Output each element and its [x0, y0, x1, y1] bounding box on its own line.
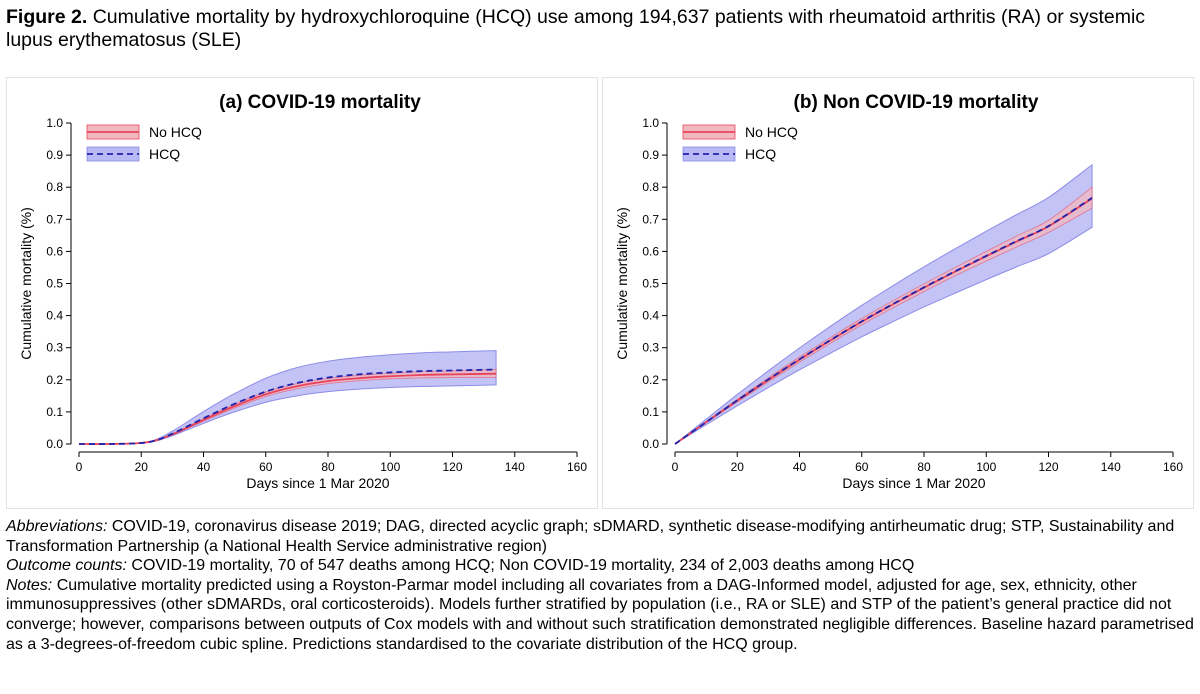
y-tick-label: 0.8: [46, 180, 63, 194]
x-tick-label: 120: [442, 460, 462, 474]
x-tick-label: 40: [793, 460, 807, 474]
x-tick-label: 100: [380, 460, 400, 474]
x-axis-label: Days since 1 Mar 2020: [842, 475, 985, 491]
y-tick-label: 0.8: [642, 180, 659, 194]
no-hcq-ci-band: [78, 369, 497, 445]
y-tick-label: 0.3: [642, 341, 659, 355]
x-tick-label: 160: [1163, 460, 1183, 474]
y-tick-label: 1.0: [642, 116, 659, 130]
y-tick-label: 0.0: [642, 437, 659, 451]
x-tick-label: 20: [135, 460, 149, 474]
x-tick-label: 100: [976, 460, 996, 474]
chart-covid-mortality: (a) COVID-19 mortality 0.0 0.1 0.2 0.3 0.4 0.5…: [18, 92, 587, 491]
y-tick-label: 0.0: [46, 437, 63, 451]
y-tick-label: 0.4: [46, 309, 63, 323]
notes-text: Cumulative mortality predicted using a R…: [6, 576, 1194, 653]
legend-label-hcq: HCQ: [149, 146, 180, 162]
x-tick-label: 40: [197, 460, 211, 474]
abbreviations-label: Abbreviations:: [6, 518, 108, 535]
outcome-counts-note: Outcome counts: COVID-19 mortality, 70 o…: [6, 556, 1194, 576]
x-axis-label: Days since 1 Mar 2020: [246, 475, 389, 491]
hcq-ci-band: [78, 350, 497, 445]
chart-non-covid-mortality: (b) Non COVID-19 mortality 0.0 0.1 0.2 0.3 0.…: [614, 92, 1183, 491]
chart-title: (b) Non COVID-19 mortality: [794, 92, 1039, 113]
x-tick-label: 120: [1038, 460, 1058, 474]
y-tick-label: 0.2: [642, 373, 659, 387]
y-tick-label: 1.0: [46, 116, 63, 130]
figure-notes: Abbreviations: COVID-19, coronavirus dis…: [6, 517, 1194, 654]
hcq-line: [674, 197, 1093, 445]
abbreviations-text: COVID-19, coronavirus disease 2019; DAG,…: [6, 518, 1175, 555]
y-tick-label: 0.2: [46, 373, 63, 387]
x-tick-label: 60: [855, 460, 869, 474]
method-notes: Notes: Cumulative mortality predicted us…: [6, 576, 1194, 654]
x-tick-label: 20: [731, 460, 745, 474]
chart-title: (a) COVID-19 mortality: [219, 92, 421, 113]
x-tick-label: 0: [672, 460, 679, 474]
y-tick-label: 0.1: [46, 405, 63, 419]
y-tick-label: 0.3: [46, 341, 63, 355]
x-tick-label: 80: [917, 460, 931, 474]
y-axis-label: Cumulative mortality (%): [614, 207, 630, 359]
x-tick-label: 0: [76, 460, 83, 474]
y-tick-label: 0.7: [642, 212, 659, 226]
notes-label: Notes:: [6, 576, 53, 594]
chart-panel-non-covid: (b) Non COVID-19 mortality 0.0 0.1 0.2 0.3 0.…: [602, 77, 1194, 509]
x-tick-label: 140: [505, 460, 525, 474]
y-axis-label: Cumulative mortality (%): [18, 207, 34, 359]
x-tick-label: 60: [259, 460, 273, 474]
y-tick-label: 0.4: [642, 309, 659, 323]
y-tick-label: 0.6: [46, 244, 63, 258]
legend-label-hcq: HCQ: [745, 146, 776, 162]
no-hcq-ci-band: [674, 186, 1093, 445]
chart-panel-covid: (a) COVID-19 mortality 0.0 0.1 0.2 0.3 0.4 0.5…: [6, 77, 598, 509]
x-tick-label: 140: [1101, 460, 1121, 474]
figure-title: Figure 2. Cumulative mortality by hydrox…: [6, 6, 1186, 52]
y-tick-label: 0.9: [642, 148, 659, 162]
y-tick-label: 0.7: [46, 212, 63, 226]
legend-label-no-hcq: No HCQ: [149, 124, 202, 140]
x-tick-label: 80: [321, 460, 335, 474]
y-tick-label: 0.9: [46, 148, 63, 162]
figure-label: Figure 2.: [6, 6, 88, 28]
y-tick-label: 0.1: [642, 405, 659, 419]
y-tick-label: 0.5: [46, 277, 63, 291]
outcome-label: Outcome counts:: [6, 557, 127, 575]
hcq-line: [78, 368, 497, 445]
figure-caption: Cumulative mortality by hydroxychloroqui…: [6, 6, 1146, 51]
abbreviations-note: Abbreviations: COVID-19, coronavirus dis…: [6, 517, 1194, 556]
legend-label-no-hcq: No HCQ: [745, 124, 798, 140]
outcome-text: COVID-19 mortality, 70 of 547 deaths amo…: [126, 557, 915, 575]
y-tick-label: 0.6: [642, 244, 659, 258]
x-tick-label: 160: [567, 460, 587, 474]
y-tick-label: 0.5: [642, 277, 659, 291]
